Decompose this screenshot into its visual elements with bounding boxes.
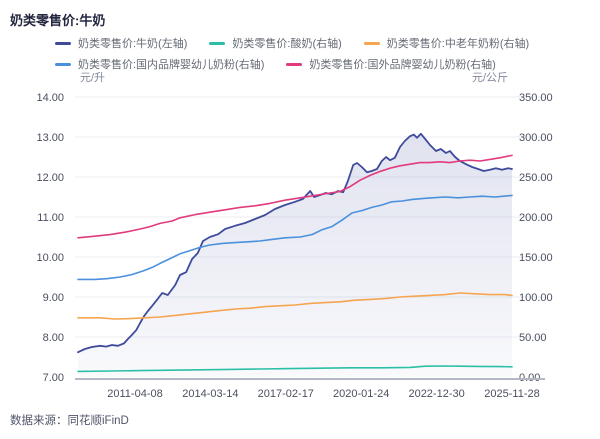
series-line-5 xyxy=(77,154,513,239)
legend-line-swatch xyxy=(363,41,380,45)
series-line-3 xyxy=(77,292,513,320)
left-axis-tick: 14.00 xyxy=(36,92,64,104)
legend-label: 奶类零售价:酸奶(右轴) xyxy=(232,38,342,50)
right-axis-tick: 100.00 xyxy=(519,292,553,304)
right-axis-tick: 150.00 xyxy=(519,252,553,264)
legend-line-swatch xyxy=(286,62,303,66)
legend-line-swatch xyxy=(55,62,71,66)
series-line-4 xyxy=(77,194,513,281)
right-axis-tick: 250.00 xyxy=(519,172,553,184)
series-line-2 xyxy=(77,365,513,373)
legend-item-4[interactable]: 奶类零售价:国内品牌婴幼儿奶粉(右轴) xyxy=(55,56,264,72)
legend-label: 奶类零售价:国内品牌婴幼儿奶粉(右轴) xyxy=(78,59,265,71)
legend-label: 奶类零售价:中老年奶粉(右轴) xyxy=(386,38,530,50)
left-axis-tick: 8.00 xyxy=(43,332,64,344)
x-axis-tick: 2011-04-08 xyxy=(107,388,162,400)
legend-row: 奶类零售价:国内品牌婴幼儿奶粉(右轴) 奶类零售价:国外品牌婴幼儿奶粉(右轴) xyxy=(55,56,529,72)
left-axis-unit: 元/升 xyxy=(80,72,106,84)
legend-label: 奶类零售价:牛奶(左轴) xyxy=(78,38,188,50)
chart-title: 奶类零售价:牛奶 xyxy=(10,13,106,28)
right-axis-tick: 200.00 xyxy=(519,212,553,224)
x-axis-tick: 2022-12-30 xyxy=(408,388,464,400)
legend-item-1[interactable]: 奶类零售价:牛奶(左轴) xyxy=(55,35,187,51)
legend-line-swatch xyxy=(55,41,71,45)
legend-label: 奶类零售价:国外品牌婴幼儿奶粉(右轴) xyxy=(309,59,496,71)
legend-item-5[interactable]: 奶类零售价:国外品牌婴幼儿奶粉(右轴) xyxy=(286,56,496,72)
data-source: 数据来源：同花顺iFinD xyxy=(10,415,129,427)
right-axis-tick: 300.00 xyxy=(519,132,553,144)
legend-line-swatch xyxy=(209,41,226,45)
series-area-1 xyxy=(78,133,512,377)
x-axis-tick: 2017-02-17 xyxy=(258,388,314,400)
x-axis-tick: 2020-01-24 xyxy=(333,388,389,400)
right-axis-unit: 元/公斤 xyxy=(472,72,509,84)
right-axis-tick: 350.00 xyxy=(519,92,553,104)
legend-row: 奶类零售价:牛奶(左轴) 奶类零售价:酸奶(右轴) 奶类零售价:中老年奶粉(右轴) xyxy=(55,35,529,51)
left-axis-tick: 10.00 xyxy=(36,252,64,264)
legend: 奶类零售价:牛奶(左轴) 奶类零售价:酸奶(右轴) 奶类零售价:中老年奶粉(右轴) 奶… xyxy=(55,35,529,72)
left-axis-tick: 9.00 xyxy=(43,292,64,304)
left-axis-tick: 11.00 xyxy=(37,212,64,224)
right-axis-tick: 50.00 xyxy=(519,332,547,344)
x-axis-tick: 2025-11-28 xyxy=(484,388,539,400)
left-axis-tick: 12.00 xyxy=(36,172,64,184)
legend-item-2[interactable]: 奶类零售价:酸奶(右轴) xyxy=(209,35,342,51)
x-axis-tick: 2014-03-14 xyxy=(182,388,238,400)
left-axis-tick: 7.00 xyxy=(43,372,64,384)
left-axis-tick: 13.00 xyxy=(36,132,64,144)
legend-item-3[interactable]: 奶类零售价:中老年奶粉(右轴) xyxy=(363,35,530,51)
